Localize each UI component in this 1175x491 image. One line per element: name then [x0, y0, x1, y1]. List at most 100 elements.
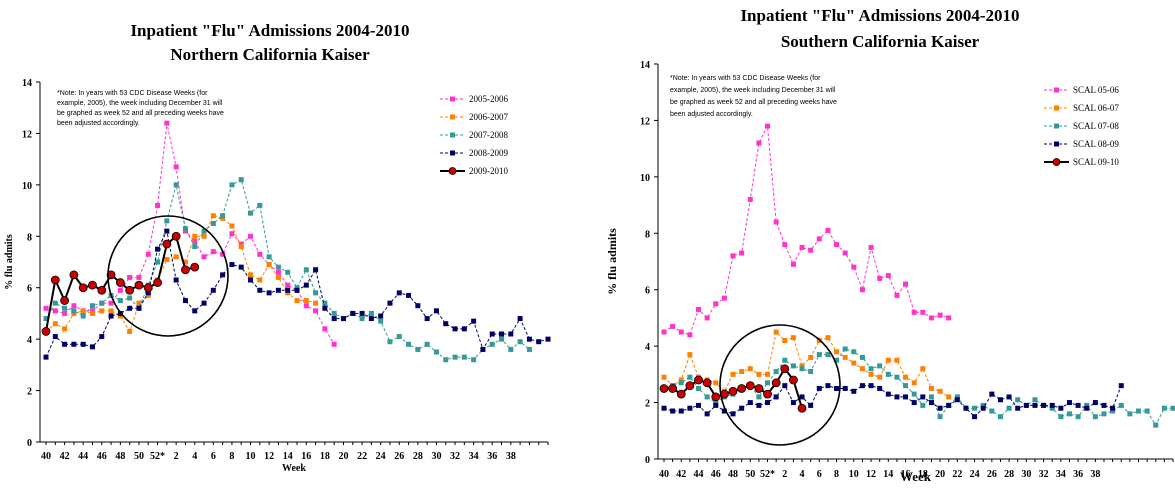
north-data-point [396, 290, 402, 296]
south-data-point [678, 377, 684, 383]
south-x-tick-label: 4 [800, 469, 805, 480]
south-data-point [937, 414, 943, 420]
north-legend-label: 2007-2008 [469, 130, 508, 140]
south-data-point [704, 394, 710, 400]
south-data-point [1101, 411, 1107, 417]
north-data-point [238, 177, 244, 183]
north-data-point [322, 300, 328, 306]
south-data-point [696, 306, 702, 312]
south-data-point [676, 389, 686, 399]
south-note-line: *Note: In years with 53 CDC Disease Week… [670, 75, 821, 82]
north-data-point [173, 254, 179, 260]
north-data-point [331, 316, 337, 322]
north-y-tick-label: 10 [22, 181, 32, 192]
south-y-tick-label: 10 [640, 173, 650, 184]
south-data-point [1144, 408, 1150, 414]
south-legend-label: SCAL 07-08 [1073, 121, 1119, 131]
south-x-tick-label: 6 [817, 469, 822, 480]
north-data-point [80, 308, 86, 314]
south-y-tick-label: 2 [645, 399, 650, 410]
north-data-point [378, 313, 384, 319]
north-data-point [359, 316, 365, 322]
north-data-point [173, 164, 179, 170]
north-data-point [171, 231, 181, 241]
south-data-point [1041, 402, 1047, 408]
north-data-point [508, 346, 514, 352]
north-data-point [257, 251, 263, 257]
south-data-point [911, 400, 917, 406]
south-data-point [799, 394, 805, 400]
north-data-point [89, 310, 95, 316]
south-data-point [661, 374, 667, 380]
south-data-point [713, 400, 719, 406]
south-data-point [1075, 402, 1081, 408]
south-y-axis-label: % flu admits [605, 228, 619, 295]
south-data-point [885, 391, 891, 397]
north-data-point [359, 310, 365, 316]
north-data-point [229, 262, 235, 268]
north-data-point [78, 283, 88, 293]
south-data-point [937, 388, 943, 394]
south-data-point [808, 354, 814, 360]
south-x-tick-label: 14 [883, 469, 893, 480]
south-data-point [687, 405, 693, 411]
north-data-point [89, 308, 95, 314]
south-data-point [739, 405, 745, 411]
south-data-point [687, 374, 693, 380]
south-data-point [678, 380, 684, 386]
north-data-point [499, 331, 505, 337]
north-data-point [526, 336, 532, 342]
south-data-point [773, 329, 779, 335]
north-x-tick-label: 24 [376, 451, 386, 462]
north-data-point [461, 326, 467, 332]
north-data-point [303, 303, 309, 309]
north-data-point [192, 238, 198, 244]
north-data-point [257, 287, 263, 293]
south-y-tick-label: 6 [645, 286, 650, 297]
south-data-point [1006, 394, 1012, 400]
north-note-line: be graphed as week 52 and all preceding … [57, 110, 224, 117]
south-data-point [687, 332, 693, 338]
south-data-point [747, 196, 753, 202]
south-data-point [834, 357, 840, 363]
south-legend-label: SCAL 05-06 [1073, 85, 1119, 95]
south-data-point [739, 369, 745, 375]
north-data-point [294, 287, 300, 293]
north-data-point [517, 339, 523, 345]
south-x-tick-label: 18 [918, 469, 928, 480]
south-data-point [1023, 402, 1029, 408]
south-highlight-circle [719, 324, 841, 446]
south-data-point [678, 329, 684, 335]
north-data-point [508, 331, 514, 337]
north-data-point [257, 202, 263, 208]
south-data-point [816, 236, 822, 242]
south-x-tick-label: 10 [849, 469, 859, 480]
north-data-point [164, 256, 170, 262]
north-data-point [499, 336, 505, 342]
north-x-tick-label: 10 [246, 451, 256, 462]
south-data-point [765, 371, 771, 377]
north-data-point [125, 285, 135, 295]
north-data-point [71, 308, 77, 314]
north-data-point [181, 265, 190, 275]
south-x-tick-label: 26 [987, 469, 997, 480]
south-data-point [790, 363, 796, 369]
north-data-point [229, 223, 235, 229]
south-data-point [739, 250, 745, 256]
south-y-tick-label: 14 [640, 60, 650, 71]
south-series-line-SCAL-06-07 [663, 330, 949, 398]
south-data-point [894, 357, 900, 363]
south-data-point [868, 371, 874, 377]
south-x-tick-label: 2 [782, 469, 787, 480]
north-data-point [350, 310, 356, 316]
south-data-point [825, 383, 831, 389]
north-data-point [331, 310, 337, 316]
south-data-point [885, 371, 891, 377]
north-x-tick-label: 6 [211, 451, 216, 462]
south-data-point [834, 242, 840, 248]
north-data-point [313, 267, 319, 273]
south-data-point [721, 295, 727, 301]
south-data-point [730, 411, 736, 417]
south-y-tick-label: 8 [645, 229, 650, 240]
south-data-point [661, 329, 667, 335]
